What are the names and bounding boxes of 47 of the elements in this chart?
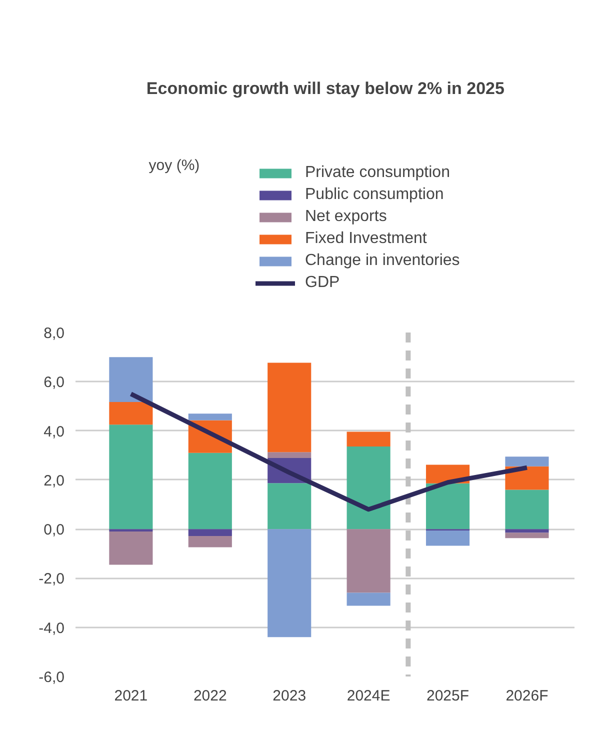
bar [188,414,232,420]
text: yoy (%) [148,157,200,174]
legend-label: Public consumption [305,185,444,205]
bar [109,402,153,425]
legend-label: Fixed Investment [305,229,427,249]
bar [346,446,390,530]
y-tick-label: 0,0 [44,522,65,539]
legend-label: GDP [305,273,340,293]
bar [426,530,470,546]
line-series [128,392,530,512]
y-tick-label: 4,0 [44,423,65,440]
bar [346,432,390,447]
bar [505,529,549,533]
x-tick-label: 2026F [506,688,548,704]
y-tick-label: -4,0 [38,620,65,637]
y-tick-label: -6,0 [38,669,65,686]
bar [109,424,153,530]
bar [505,466,549,490]
bar [188,452,232,530]
bar [268,529,312,638]
bar [505,490,549,530]
bar [188,536,232,548]
bar [109,357,153,402]
bar [109,529,153,532]
y-tick-label: -2,0 [38,570,65,588]
bar [268,483,312,530]
x-tick-label: 2025F [426,688,470,704]
y-tick-label: 6,0 [44,374,65,392]
legend-label: Net exports [305,207,387,227]
bar [268,362,312,452]
bar [426,483,470,530]
x-tick-label: 2024E [346,688,390,704]
bar [268,452,312,458]
bar [346,529,390,593]
legend-label: Change in inventories [305,251,460,271]
bar [109,532,153,565]
legend-label: Private consumption [305,163,450,183]
y-tick-label: 2,0 [44,472,65,490]
x-tick-label: 2023 [272,688,306,704]
chart-title: Economic growth will stay below 2% in 2025 [146,79,504,98]
y-tick-label: 8,0 [44,325,65,342]
x-tick-label: 2021 [114,688,148,704]
bar [505,532,549,538]
x-tick-label: 2022 [193,688,227,704]
bar [346,592,390,606]
bar [188,529,232,536]
bar [505,456,549,466]
